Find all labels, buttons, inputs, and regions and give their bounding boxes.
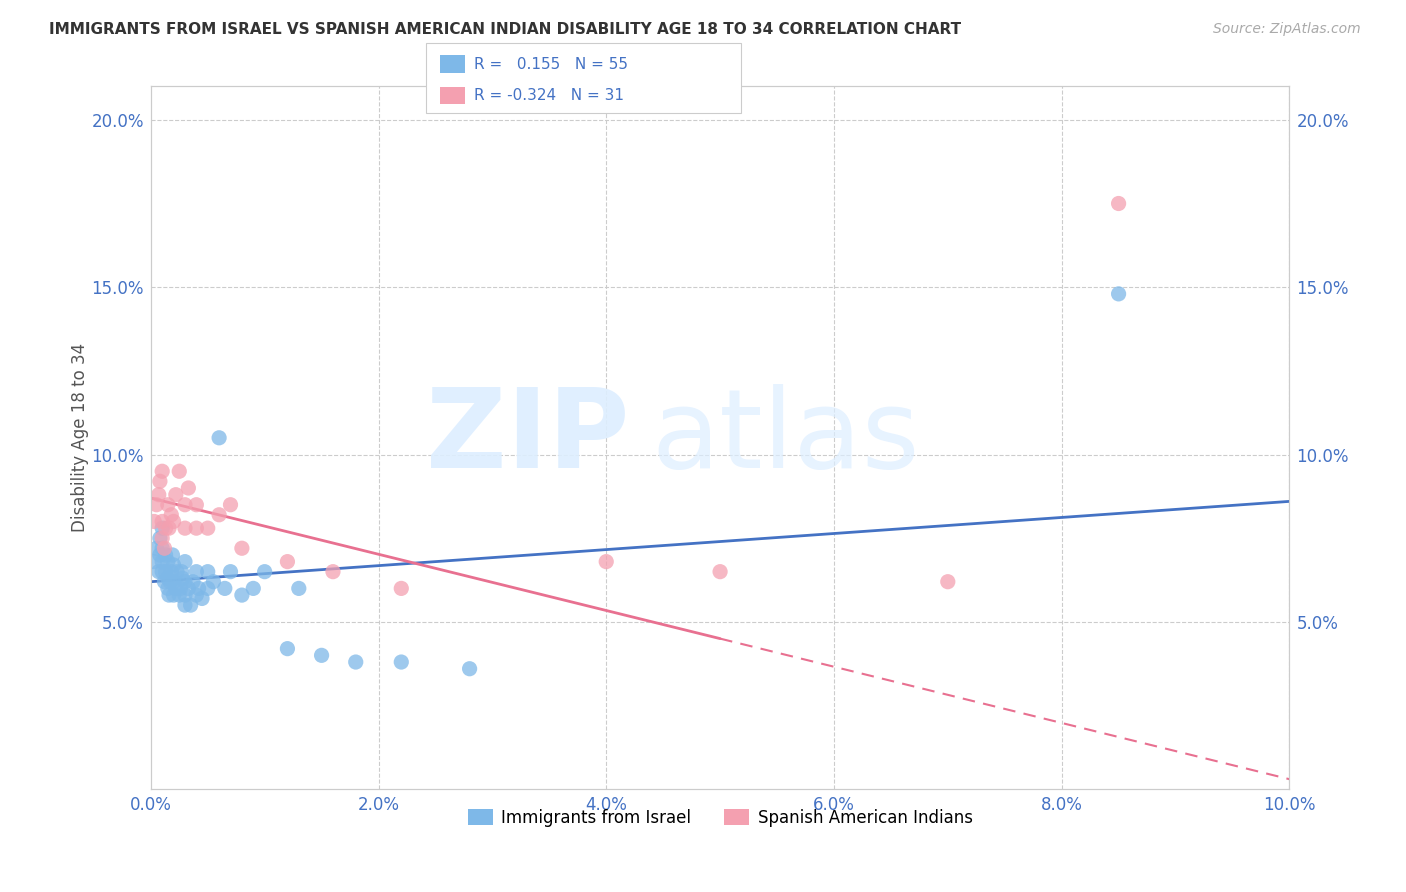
- Text: Source: ZipAtlas.com: Source: ZipAtlas.com: [1213, 22, 1361, 37]
- Point: [186, 565, 208, 579]
- Point: [180, 598, 202, 612]
- Point: [153, 574, 176, 589]
- Point: [174, 588, 197, 602]
- Point: [174, 598, 197, 612]
- Point: [150, 541, 173, 556]
- Point: [276, 555, 298, 569]
- Point: [150, 464, 173, 478]
- Point: [157, 588, 180, 602]
- Point: [344, 655, 367, 669]
- Point: [197, 582, 219, 596]
- Point: [231, 588, 253, 602]
- Point: [160, 508, 183, 522]
- Point: [162, 548, 184, 562]
- Point: [145, 498, 167, 512]
- Point: [177, 481, 200, 495]
- Point: [149, 531, 172, 545]
- Point: [165, 488, 187, 502]
- Point: [159, 574, 181, 589]
- Point: [389, 655, 412, 669]
- Point: [167, 464, 190, 478]
- Point: [242, 582, 264, 596]
- Point: [936, 574, 959, 589]
- Point: [148, 488, 170, 502]
- Point: [186, 498, 208, 512]
- Point: [202, 574, 225, 589]
- Point: [186, 588, 208, 602]
- Text: ZIP: ZIP: [426, 384, 628, 491]
- Point: [208, 508, 231, 522]
- Point: [186, 521, 208, 535]
- Point: [145, 541, 167, 556]
- Point: [595, 555, 617, 569]
- Point: [169, 582, 191, 596]
- Point: [162, 515, 184, 529]
- Point: [389, 582, 412, 596]
- Point: [156, 498, 179, 512]
- Text: atlas: atlas: [652, 384, 921, 491]
- Point: [197, 565, 219, 579]
- Point: [253, 565, 276, 579]
- Point: [162, 558, 184, 572]
- Point: [149, 475, 172, 489]
- Point: [162, 588, 184, 602]
- Point: [160, 565, 183, 579]
- Point: [191, 591, 214, 606]
- Point: [181, 574, 204, 589]
- Point: [1108, 196, 1130, 211]
- Point: [150, 555, 173, 569]
- Point: [150, 515, 173, 529]
- Text: R = -0.324   N = 31: R = -0.324 N = 31: [474, 88, 624, 103]
- Point: [177, 582, 200, 596]
- Point: [208, 431, 231, 445]
- Point: [156, 582, 179, 596]
- Point: [458, 662, 481, 676]
- Point: [155, 521, 177, 535]
- Point: [174, 498, 197, 512]
- Point: [1108, 286, 1130, 301]
- Point: [150, 565, 173, 579]
- Point: [157, 521, 180, 535]
- Point: [174, 574, 197, 589]
- Point: [155, 548, 177, 562]
- Point: [276, 641, 298, 656]
- Point: [162, 574, 184, 589]
- Point: [153, 541, 176, 556]
- Point: [197, 521, 219, 535]
- Point: [231, 541, 253, 556]
- Point: [143, 515, 166, 529]
- Text: R =   0.155   N = 55: R = 0.155 N = 55: [474, 57, 628, 71]
- Point: [166, 565, 188, 579]
- Point: [156, 571, 179, 585]
- Point: [172, 571, 194, 585]
- Point: [174, 521, 197, 535]
- Point: [143, 555, 166, 569]
- Point: [288, 582, 311, 596]
- Point: [155, 565, 177, 579]
- Point: [170, 565, 193, 579]
- Point: [149, 548, 172, 562]
- Point: [156, 555, 179, 569]
- Point: [709, 565, 731, 579]
- Legend: Immigrants from Israel, Spanish American Indians: Immigrants from Israel, Spanish American…: [461, 802, 979, 834]
- Point: [322, 565, 344, 579]
- Point: [219, 565, 242, 579]
- Point: [187, 582, 209, 596]
- Point: [214, 582, 236, 596]
- Y-axis label: Disability Age 18 to 34: Disability Age 18 to 34: [72, 343, 89, 533]
- Point: [311, 648, 333, 663]
- Point: [150, 521, 173, 535]
- Text: IMMIGRANTS FROM ISRAEL VS SPANISH AMERICAN INDIAN DISABILITY AGE 18 TO 34 CORREL: IMMIGRANTS FROM ISRAEL VS SPANISH AMERIC…: [49, 22, 962, 37]
- Point: [167, 588, 190, 602]
- Point: [150, 531, 173, 545]
- Point: [219, 498, 242, 512]
- Point: [148, 565, 170, 579]
- Point: [165, 582, 187, 596]
- Point: [174, 555, 197, 569]
